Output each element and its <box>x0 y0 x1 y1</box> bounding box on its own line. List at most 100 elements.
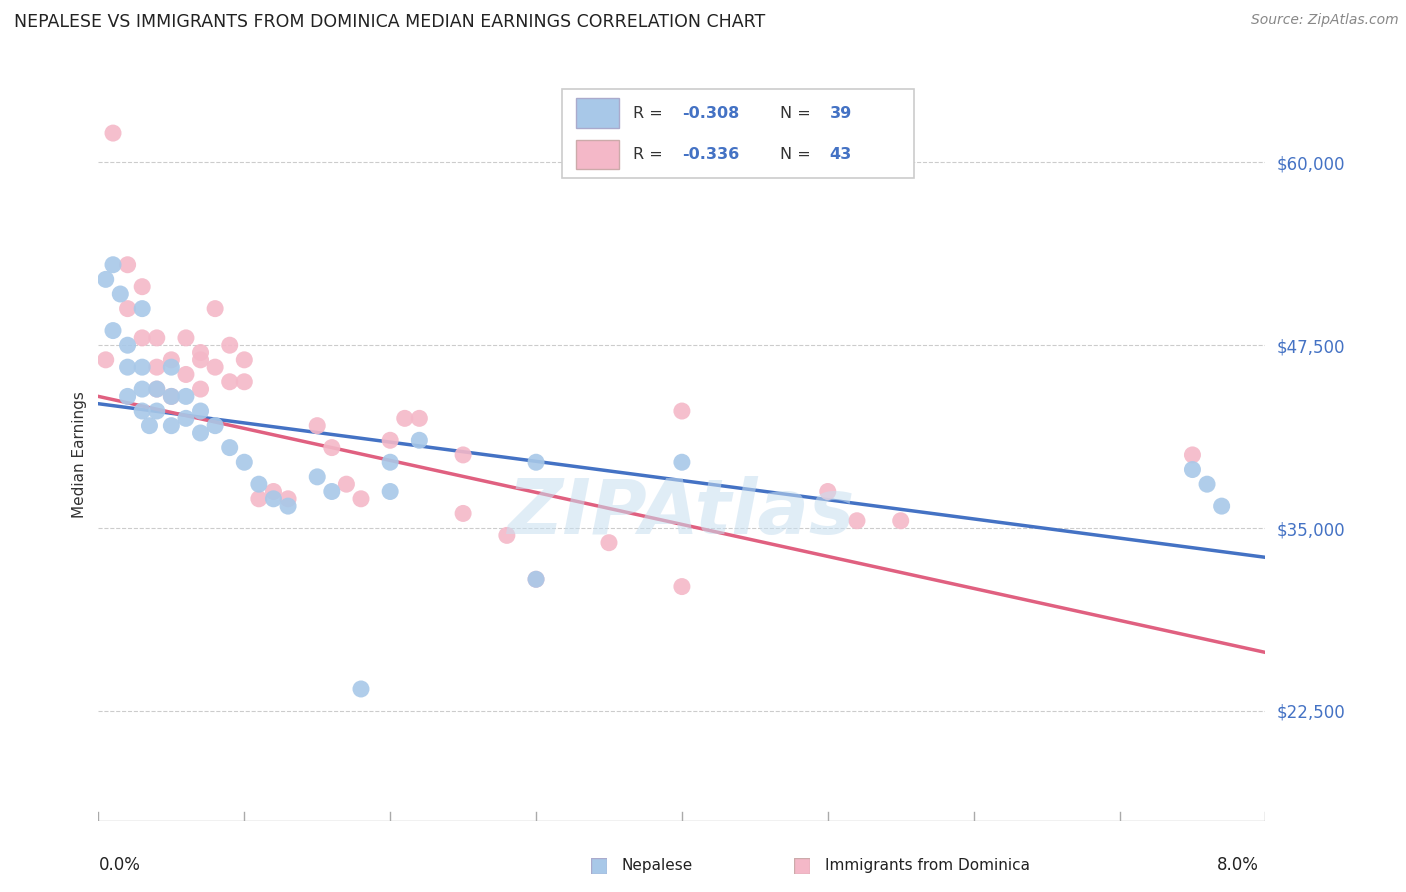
Point <box>146 382 169 396</box>
Point <box>160 418 183 433</box>
Point <box>131 279 153 293</box>
Text: 8.0%: 8.0% <box>1216 855 1258 873</box>
Point <box>160 360 183 375</box>
Point <box>262 491 284 506</box>
Point <box>247 477 270 491</box>
Point <box>524 572 547 586</box>
Point <box>524 455 547 469</box>
Text: R =: R = <box>633 147 668 161</box>
Point <box>146 360 169 375</box>
Point <box>408 434 430 448</box>
Point <box>190 404 212 418</box>
Text: Immigrants from Dominica: Immigrants from Dominica <box>825 858 1031 872</box>
Point <box>117 258 139 272</box>
Point <box>378 455 402 469</box>
Text: N =: N = <box>780 106 817 120</box>
Point <box>233 375 256 389</box>
Point <box>94 352 117 367</box>
Point <box>174 389 197 403</box>
Point <box>233 455 256 469</box>
FancyBboxPatch shape <box>562 89 914 178</box>
Point <box>451 507 474 521</box>
Text: N =: N = <box>780 147 817 161</box>
Point <box>277 499 299 513</box>
Point <box>817 484 839 499</box>
Point <box>671 404 693 418</box>
Point <box>1181 462 1204 476</box>
Point <box>117 389 139 403</box>
Point <box>190 352 212 367</box>
Point <box>321 441 343 455</box>
Point <box>101 258 124 272</box>
Text: Nepalese: Nepalese <box>621 858 693 872</box>
Point <box>117 338 139 352</box>
Point <box>131 382 153 396</box>
Point <box>890 514 912 528</box>
Point <box>408 411 430 425</box>
Point <box>131 360 153 375</box>
Point <box>110 287 132 301</box>
Point <box>101 126 124 140</box>
Point <box>277 491 299 506</box>
Point <box>174 368 197 382</box>
Point <box>204 418 226 433</box>
Point <box>174 411 197 425</box>
Text: NEPALESE VS IMMIGRANTS FROM DOMINICA MEDIAN EARNINGS CORRELATION CHART: NEPALESE VS IMMIGRANTS FROM DOMINICA MED… <box>14 13 765 31</box>
Point <box>160 352 183 367</box>
Point <box>190 345 212 359</box>
Point <box>307 418 329 433</box>
Point <box>1211 499 1233 513</box>
Point <box>174 331 197 345</box>
Text: ZIPAtlas: ZIPAtlas <box>508 476 856 550</box>
Point <box>117 301 139 316</box>
Point <box>350 491 373 506</box>
Bar <box>576 98 619 128</box>
Point <box>131 331 153 345</box>
Point <box>394 411 416 425</box>
Point <box>846 514 869 528</box>
Point <box>131 404 153 418</box>
Y-axis label: Median Earnings: Median Earnings <box>72 392 87 518</box>
Point <box>204 301 226 316</box>
Point <box>350 681 373 696</box>
Point <box>146 331 169 345</box>
Point <box>671 580 693 594</box>
Point <box>218 375 240 389</box>
Point <box>378 484 402 499</box>
Point <box>307 470 329 484</box>
Text: -0.308: -0.308 <box>682 106 740 120</box>
Point <box>1181 448 1204 462</box>
Point <box>94 272 117 286</box>
Point <box>524 572 547 586</box>
Point <box>378 434 402 448</box>
Text: 43: 43 <box>830 147 852 161</box>
Point <box>131 301 153 316</box>
Text: -0.336: -0.336 <box>682 147 740 161</box>
Point <box>496 528 519 542</box>
Point <box>321 484 343 499</box>
Text: 0.0%: 0.0% <box>98 855 141 873</box>
Point <box>204 360 226 375</box>
Point <box>451 448 474 462</box>
Point <box>218 338 240 352</box>
Point <box>190 425 212 440</box>
Point <box>335 477 357 491</box>
Bar <box>576 140 619 169</box>
Point <box>101 324 124 338</box>
Text: 39: 39 <box>830 106 852 120</box>
Point <box>160 389 183 403</box>
Point <box>146 382 169 396</box>
Point <box>190 382 212 396</box>
Point <box>146 404 169 418</box>
Text: Source: ZipAtlas.com: Source: ZipAtlas.com <box>1251 13 1399 28</box>
Point <box>671 455 693 469</box>
Text: R =: R = <box>633 106 668 120</box>
Point <box>247 491 270 506</box>
Point <box>160 389 183 403</box>
Point <box>117 360 139 375</box>
Point <box>262 484 284 499</box>
Point <box>233 352 256 367</box>
Point <box>138 418 160 433</box>
Point <box>1195 477 1218 491</box>
Point <box>598 535 620 549</box>
